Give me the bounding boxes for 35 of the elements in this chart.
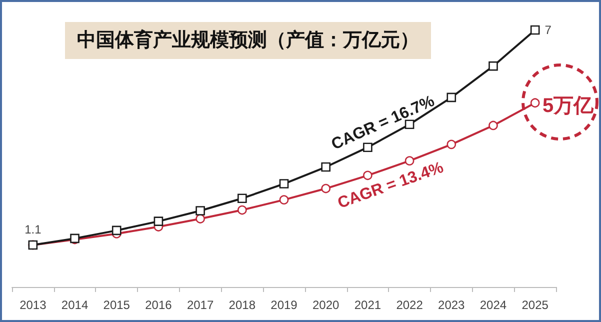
point (446, 92, 456, 102)
point (196, 206, 205, 216)
point (279, 179, 289, 188)
x-tick-label: 2022 (396, 298, 424, 312)
point (530, 98, 540, 108)
x-tick-label: 2014 (61, 298, 88, 312)
point (488, 61, 498, 71)
x-tick-label: 2024 (480, 298, 507, 312)
x-tick-label: 2021 (354, 298, 382, 312)
point (321, 184, 330, 194)
chart-title: 中国体育产业规模预测（产值：万亿元） (77, 29, 419, 51)
point (321, 162, 330, 172)
x-tick-label: 2020 (312, 298, 340, 312)
point (154, 216, 164, 226)
data-label: 1.1 (24, 222, 42, 236)
point (112, 226, 122, 236)
point (238, 194, 247, 204)
x-tick-label: 2013 (20, 298, 47, 312)
point (196, 214, 205, 224)
x-tick-label: 2018 (228, 298, 256, 312)
x-tick-label: 2017 (186, 298, 214, 312)
x-tick-label: 2016 (145, 298, 172, 312)
point (446, 140, 456, 150)
point (238, 205, 247, 215)
point (363, 170, 372, 180)
x-tick-label: 2023 (438, 298, 466, 312)
annotation: 5万亿 (542, 94, 595, 117)
x-tick-label: 2015 (103, 298, 130, 312)
x-tick-label: 2019 (270, 298, 298, 312)
annotation: CAGR = 13.4% (336, 159, 446, 212)
x-tick-label: 2025 (522, 298, 549, 312)
point (530, 25, 540, 35)
point (488, 120, 498, 130)
data-label: 7 (544, 23, 552, 37)
point (279, 195, 289, 204)
